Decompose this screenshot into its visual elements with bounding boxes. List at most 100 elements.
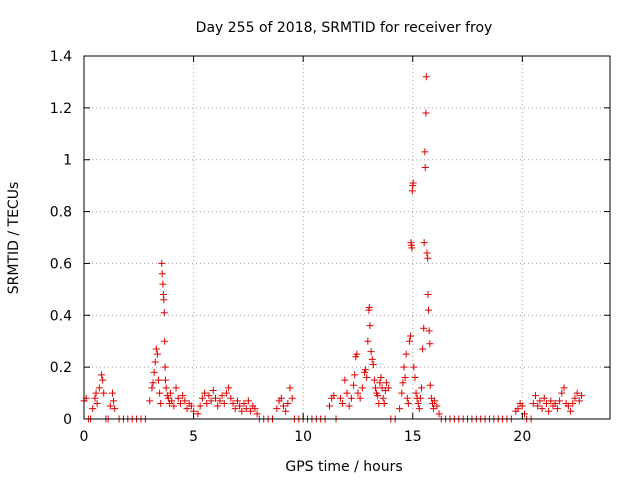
- data-point: [288, 394, 296, 402]
- data-point: [426, 340, 434, 348]
- data-point: [374, 392, 382, 400]
- data-point: [404, 399, 412, 407]
- data-point: [403, 394, 411, 402]
- data-point: [379, 394, 387, 402]
- data-point: [422, 109, 430, 117]
- data-point: [106, 402, 114, 410]
- data-point: [356, 394, 364, 402]
- chart-title: Day 255 of 2018, SRMTID for receiver fro…: [196, 20, 493, 36]
- data-point: [168, 397, 176, 405]
- data-point: [238, 407, 246, 415]
- data-point: [567, 407, 575, 415]
- data-point: [273, 405, 281, 413]
- data-point: [405, 337, 413, 345]
- y-tick-label: 1: [63, 153, 72, 169]
- data-point: [534, 402, 542, 410]
- data-point: [284, 399, 292, 407]
- data-point: [201, 389, 209, 397]
- data-point: [231, 405, 239, 413]
- data-point: [362, 366, 370, 374]
- data-point: [367, 348, 375, 356]
- data-point: [425, 306, 433, 314]
- y-tick-label: 0.2: [50, 360, 72, 376]
- data-point: [556, 397, 564, 405]
- x-tick-label: 5: [189, 429, 198, 445]
- data-point: [551, 399, 559, 407]
- data-point: [376, 379, 384, 387]
- data-point: [93, 399, 101, 407]
- data-point: [153, 350, 161, 358]
- data-point: [240, 399, 248, 407]
- data-point: [424, 254, 432, 262]
- data-point: [108, 389, 116, 397]
- data-point: [148, 384, 156, 392]
- data-point: [247, 407, 255, 415]
- data-point: [358, 384, 366, 392]
- data-point: [575, 397, 583, 405]
- data-point: [162, 384, 170, 392]
- data-point: [560, 384, 568, 392]
- data-point: [364, 337, 372, 345]
- data-point: [380, 399, 388, 407]
- data-point: [205, 392, 213, 400]
- data-point: [345, 402, 353, 410]
- data-point: [401, 374, 409, 382]
- data-point: [571, 394, 579, 402]
- data-point: [172, 384, 180, 392]
- data-point: [158, 259, 166, 267]
- data-point: [377, 374, 385, 382]
- y-tick-label: 0.8: [50, 205, 72, 221]
- data-point: [216, 397, 224, 405]
- data-point: [398, 389, 406, 397]
- data-point: [558, 389, 566, 397]
- plot-frame: [83, 55, 611, 420]
- data-point: [220, 399, 228, 407]
- data-point: [407, 332, 415, 340]
- data-point: [368, 355, 376, 363]
- data-point: [419, 345, 427, 353]
- data-point: [402, 350, 410, 358]
- data-point: [229, 399, 237, 407]
- x-tick-label: 0: [80, 429, 89, 445]
- data-point: [351, 371, 359, 379]
- x-tick-label: 10: [294, 429, 312, 445]
- data-point: [160, 296, 168, 304]
- data-point: [244, 397, 252, 405]
- data-point: [198, 394, 206, 402]
- data-point: [425, 327, 433, 335]
- y-tick-label: 1.2: [50, 101, 72, 117]
- data-point: [209, 386, 217, 394]
- x-tick-label: 15: [404, 429, 422, 445]
- grid-lines: [84, 56, 610, 419]
- data-point: [385, 384, 393, 392]
- data-point: [411, 374, 419, 382]
- data-point: [236, 402, 244, 410]
- data-point: [409, 179, 417, 187]
- data-point: [336, 394, 344, 402]
- data-point: [251, 405, 259, 413]
- data-point: [366, 322, 374, 330]
- data-point: [578, 392, 586, 400]
- data-point: [181, 397, 189, 405]
- data-point: [111, 405, 119, 413]
- data-point: [277, 394, 285, 402]
- data-point: [183, 405, 191, 413]
- data-point: [146, 397, 154, 405]
- data-point: [325, 402, 333, 410]
- data-point: [187, 402, 195, 410]
- data-point: [410, 363, 418, 371]
- data-point: [212, 394, 219, 402]
- axis-ticks: [83, 55, 610, 420]
- data-point: [435, 410, 443, 418]
- data-point: [412, 389, 420, 397]
- data-point: [155, 376, 163, 384]
- data-point: [350, 381, 358, 389]
- y-tick-label: 0: [63, 412, 72, 428]
- data-point: [420, 239, 428, 247]
- data-point: [161, 337, 169, 345]
- data-point: [420, 324, 428, 332]
- data-point: [89, 405, 97, 413]
- data-point: [369, 361, 377, 369]
- data-point: [399, 379, 407, 387]
